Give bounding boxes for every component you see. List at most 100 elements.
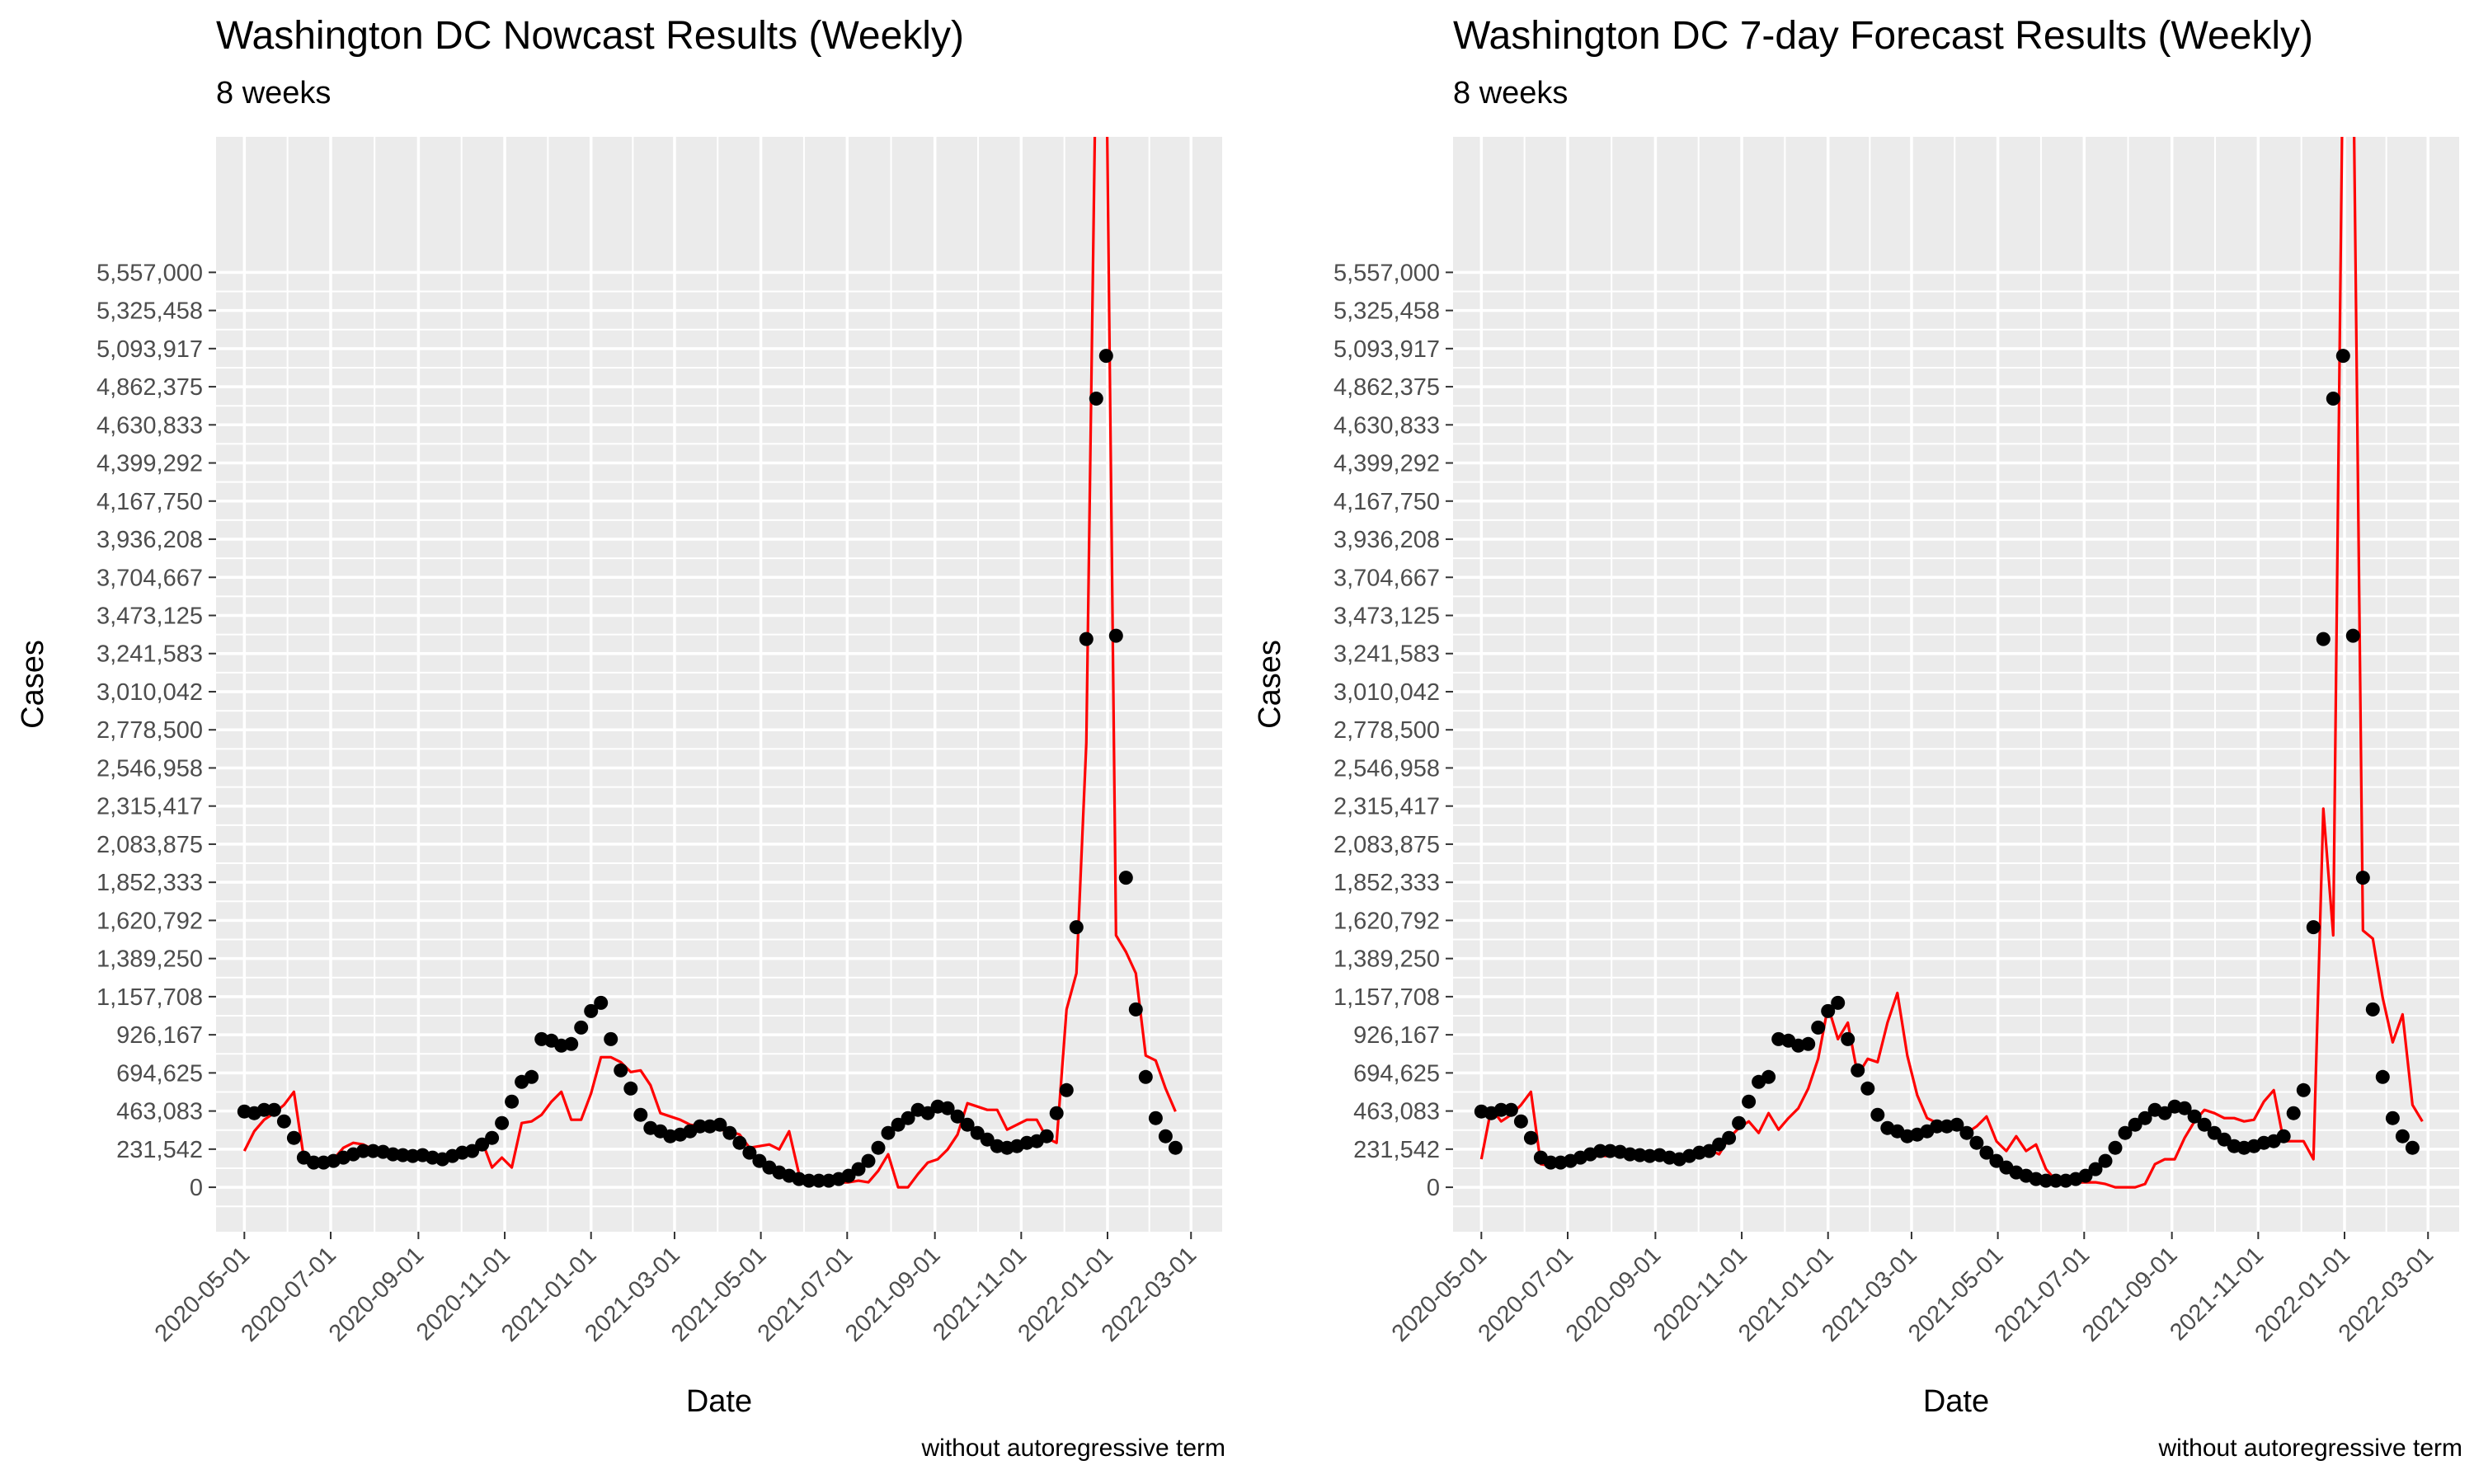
data-point [1169, 1141, 1183, 1155]
y-tick-label: 5,325,458 [96, 298, 203, 325]
data-point [495, 1116, 509, 1130]
data-point [574, 1021, 588, 1035]
data-point [2307, 920, 2321, 934]
data-point [2386, 1111, 2400, 1125]
data-point [2396, 1129, 2410, 1144]
y-tick-label: 5,093,917 [1333, 336, 1440, 363]
data-point [614, 1064, 628, 1078]
data-point [2277, 1129, 2291, 1144]
data-point [594, 996, 608, 1010]
data-point [623, 1082, 637, 1096]
data-point [2366, 1003, 2380, 1017]
data-point [722, 1126, 736, 1140]
data-point [1860, 1082, 1874, 1096]
data-point [1722, 1131, 1736, 1145]
y-tick-label: 463,083 [1353, 1099, 1440, 1125]
data-point [1959, 1126, 1973, 1140]
data-point [1801, 1037, 1815, 1051]
y-tick-label: 5,325,458 [1333, 298, 1440, 325]
y-tick-label: 4,630,833 [1333, 412, 1440, 439]
y-tick-label: 2,083,875 [96, 832, 203, 858]
data-point [1040, 1129, 1054, 1144]
data-point [1119, 871, 1133, 885]
y-tick-label: 4,167,750 [1333, 489, 1440, 515]
y-tick-label: 463,083 [116, 1099, 203, 1125]
x-tick-label: 2021-09-01 [840, 1242, 946, 1347]
y-tick-label: 3,936,208 [96, 527, 203, 553]
y-tick-label: 926,167 [1353, 1022, 1440, 1049]
plot-background [1453, 137, 2459, 1232]
y-tick-label: 5,557,000 [1333, 260, 1440, 286]
x-tick-label: 2020-09-01 [324, 1242, 430, 1347]
data-point [1811, 1021, 1825, 1035]
y-tick-label: 3,241,583 [96, 641, 203, 668]
y-tick-label: 3,936,208 [1333, 527, 1440, 553]
data-point [1841, 1032, 1855, 1046]
y-tick-label: 3,704,667 [96, 565, 203, 591]
y-tick-label: 3,704,667 [1333, 565, 1440, 591]
x-tick-label: 2020-09-01 [1561, 1242, 1667, 1347]
data-point [604, 1032, 618, 1046]
data-point [1732, 1116, 1746, 1130]
data-point [1159, 1129, 1173, 1144]
data-point [267, 1103, 281, 1117]
y-tick-label: 2,083,875 [1333, 832, 1440, 858]
data-point [862, 1154, 876, 1168]
data-point [1139, 1070, 1153, 1084]
data-point [2287, 1106, 2301, 1120]
data-point [564, 1037, 578, 1051]
y-tick-label: 4,399,292 [96, 451, 203, 477]
y-tick-label: 1,157,708 [96, 984, 203, 1011]
y-tick-label: 2,546,958 [96, 755, 203, 782]
data-point [2316, 632, 2331, 646]
y-tick-label: 1,620,792 [96, 908, 203, 934]
y-tick-label: 694,625 [116, 1060, 203, 1087]
data-point [1524, 1131, 1538, 1145]
data-point [1504, 1103, 1518, 1117]
data-point [1099, 349, 1113, 363]
y-tick-label: 3,010,042 [96, 679, 203, 706]
y-tick-label: 3,241,583 [1333, 641, 1440, 668]
y-tick-label: 694,625 [1353, 1060, 1440, 1087]
y-tick-label: 1,852,333 [1333, 870, 1440, 896]
data-point [2406, 1141, 2420, 1155]
data-point [1070, 920, 1084, 934]
plot-background [216, 137, 1222, 1232]
y-tick-label: 4,862,375 [96, 374, 203, 401]
chart-caption: without autoregressive term [2159, 1435, 2463, 1463]
data-point [1060, 1083, 1074, 1097]
data-point [2326, 392, 2340, 406]
data-point [633, 1108, 647, 1122]
data-point [1851, 1064, 1865, 1078]
x-axis-title: Date [1923, 1384, 1989, 1419]
data-point [2356, 871, 2370, 885]
data-point [872, 1141, 886, 1155]
y-axis-title: Cases [16, 640, 50, 729]
data-point [2297, 1083, 2311, 1097]
y-tick-label: 1,620,792 [1333, 908, 1440, 934]
data-point [287, 1131, 301, 1145]
y-tick-label: 2,315,417 [96, 794, 203, 820]
nowcast-plot: 0 231,542 463,083 694,625 926,167 1,157,708 1,… [0, 0, 1237, 1484]
y-tick-label: 5,093,917 [96, 336, 203, 363]
data-point [485, 1131, 499, 1145]
y-tick-label: 2,315,417 [1333, 794, 1440, 820]
data-point [1050, 1106, 1064, 1120]
data-point [1129, 1003, 1143, 1017]
y-axis-title: Cases [1253, 640, 1287, 729]
data-point [2336, 349, 2350, 363]
y-tick-label: 926,167 [116, 1022, 203, 1049]
data-point [1089, 392, 1103, 406]
y-tick-label: 4,399,292 [1333, 451, 1440, 477]
data-point [524, 1070, 539, 1084]
y-tick-label: 1,852,333 [96, 870, 203, 896]
y-tick-label: 5,557,000 [96, 260, 203, 286]
x-tick-label: 2021-09-01 [2077, 1242, 2183, 1347]
y-tick-label: 1,157,708 [1333, 984, 1440, 1011]
y-tick-label: 0 [1427, 1175, 1440, 1201]
forecast-panel: Washington DC 7-day Forecast Results (We… [1237, 0, 2474, 1484]
y-tick-label: 3,473,125 [1333, 603, 1440, 630]
y-tick-label: 4,630,833 [96, 412, 203, 439]
data-point [2415, 0, 2429, 7]
y-tick-label: 2,778,500 [1333, 717, 1440, 744]
